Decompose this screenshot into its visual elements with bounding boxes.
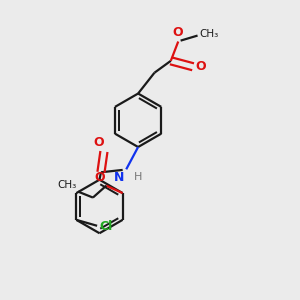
Text: O: O	[93, 136, 104, 149]
Text: CH₃: CH₃	[57, 180, 76, 190]
Text: H: H	[134, 172, 142, 182]
Text: O: O	[94, 171, 105, 184]
Text: O: O	[196, 60, 206, 73]
Text: Cl: Cl	[100, 220, 113, 233]
Text: CH₃: CH₃	[199, 29, 218, 39]
Text: O: O	[172, 26, 183, 39]
Text: N: N	[113, 171, 124, 184]
